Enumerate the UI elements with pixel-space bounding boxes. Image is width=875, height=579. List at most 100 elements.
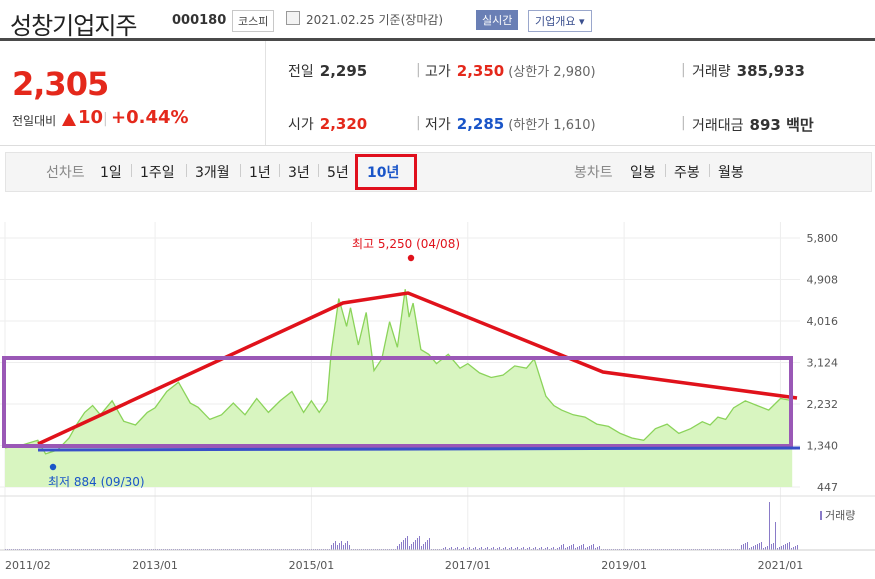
price-area (5, 289, 793, 487)
period-selector: 선차트 1일 1주일 3개월 1년 3년 5년 10년 봉차트 일봉 주봉 월봉 (5, 152, 872, 192)
volume-bar (747, 542, 748, 550)
volume-bar (333, 543, 334, 550)
volume-bar (587, 547, 588, 550)
trend-line-annotation (37, 291, 798, 446)
volume-bar (469, 547, 470, 550)
volume-bar (753, 546, 754, 550)
volume-bar (583, 544, 584, 550)
header-divider (0, 38, 875, 41)
y-tick-label: 3,124 (807, 357, 839, 370)
volume-bar (751, 547, 752, 550)
prev-close-value: 2,295 (319, 62, 368, 80)
period-1day[interactable]: 1일 (100, 165, 122, 181)
volume-bar (341, 541, 342, 550)
period-10year[interactable]: 10년 (367, 165, 400, 181)
stock-code: 000180 (172, 13, 227, 28)
volume-bar (345, 543, 346, 550)
volume-bar (771, 544, 772, 550)
volume-bar (571, 545, 572, 550)
y-tick-label: 4,016 (807, 315, 839, 328)
volume-bar (595, 548, 596, 550)
volume-bar (343, 545, 344, 550)
volume-bar (463, 547, 464, 550)
volume-value: 385,933 (736, 62, 805, 80)
volume-bar (485, 548, 486, 550)
high-value: 2,350 (456, 62, 505, 80)
low-value: 2,285 (456, 115, 505, 133)
selected-period-highlight (355, 154, 417, 190)
period-3year[interactable]: 3년 (288, 165, 310, 181)
volume-bar (569, 546, 570, 550)
volume-bar (523, 547, 524, 550)
volume-bar (599, 546, 600, 550)
volume-bar (423, 544, 424, 550)
candle-daily[interactable]: 일봉 (630, 165, 656, 181)
volume-bar (415, 540, 416, 550)
volume-legend: 거래량 (825, 509, 855, 522)
period-1week[interactable]: 1주일 (140, 165, 175, 181)
volume-bar (461, 548, 462, 550)
price-summary: 2,305 전일대비 10 | +0.44% 전일 2,295 | 고가 2,350… (0, 41, 875, 146)
period-1year[interactable]: 1년 (249, 165, 271, 181)
price-chart[interactable]: 5,800 4,908 4,016 3,124 2,232 1,340 447 2011/0… (0, 222, 875, 579)
realtime-button[interactable]: 실시간 (476, 10, 519, 30)
volume-bar (787, 543, 788, 550)
max-label: 최고 5,250 (04/08) (352, 237, 460, 251)
y-tick-label: 5,800 (807, 232, 839, 245)
volume-bars (5, 502, 798, 550)
stock-header: 성창기업지주 000180 코스피 2021.02.25 기준(장마감) 실시간… (0, 0, 875, 40)
volume-bar (481, 547, 482, 550)
volume-bar (445, 547, 446, 550)
period-separator (709, 164, 710, 177)
volume-bar (535, 547, 536, 550)
open-value: 2,320 (319, 115, 368, 133)
volume-bar (589, 546, 590, 550)
change-value: 10 (78, 107, 104, 128)
volume-bar (421, 546, 422, 550)
x-tick-label: 2015/01 (289, 559, 335, 572)
y-tick-label: 447 (817, 481, 838, 494)
cell-separator: | (681, 62, 686, 78)
volume-bar (487, 547, 488, 550)
volume-label: 거래량 (692, 64, 731, 80)
volume-bar (757, 544, 758, 550)
volume-bar (769, 502, 770, 550)
x-tick-label: 2011/02 (5, 559, 51, 572)
volume-bar (541, 547, 542, 550)
company-overview-dropdown[interactable]: 기업개요 ▾ (528, 10, 592, 32)
volume-bar (401, 542, 402, 550)
volume-cell: 거래량 385,933 (692, 61, 805, 81)
volume-bar (749, 548, 750, 550)
cell-separator: | (416, 115, 421, 131)
volume-bar (443, 548, 444, 550)
candle-weekly[interactable]: 주봉 (674, 165, 700, 181)
market-badge: 코스피 (232, 10, 275, 32)
volume-bar (797, 545, 798, 550)
open-cell: 시가 2,320 (288, 114, 367, 134)
volume-bar (417, 538, 418, 550)
period-3month[interactable]: 3개월 (195, 165, 230, 181)
calendar-icon (286, 11, 300, 25)
candle-monthly[interactable]: 월봉 (718, 165, 744, 181)
volume-bar (579, 546, 580, 550)
volume-bar (529, 547, 530, 550)
up-triangle-icon (62, 113, 76, 126)
volume-bar (491, 548, 492, 550)
amount-label: 거래대금 (692, 118, 744, 134)
volume-bar (515, 548, 516, 550)
line-chart-label: 선차트 (46, 165, 85, 181)
period-separator (240, 164, 241, 177)
volume-bar (517, 547, 518, 550)
period-5year[interactable]: 5년 (327, 165, 349, 181)
amount-cell: 거래대금 893 백만 (692, 114, 814, 135)
volume-bar (783, 545, 784, 550)
volume-bar (429, 538, 430, 550)
volume-bar (407, 536, 408, 550)
volume-bar (563, 544, 564, 550)
y-tick-label: 4,908 (807, 274, 839, 287)
x-axis: 2011/02 2013/01 2015/01 2017/01 2019/01 2021/… (5, 559, 803, 572)
volume-bar (565, 548, 566, 550)
volume-bar (539, 548, 540, 550)
volume-bar (775, 522, 776, 550)
volume-bar (509, 548, 510, 550)
